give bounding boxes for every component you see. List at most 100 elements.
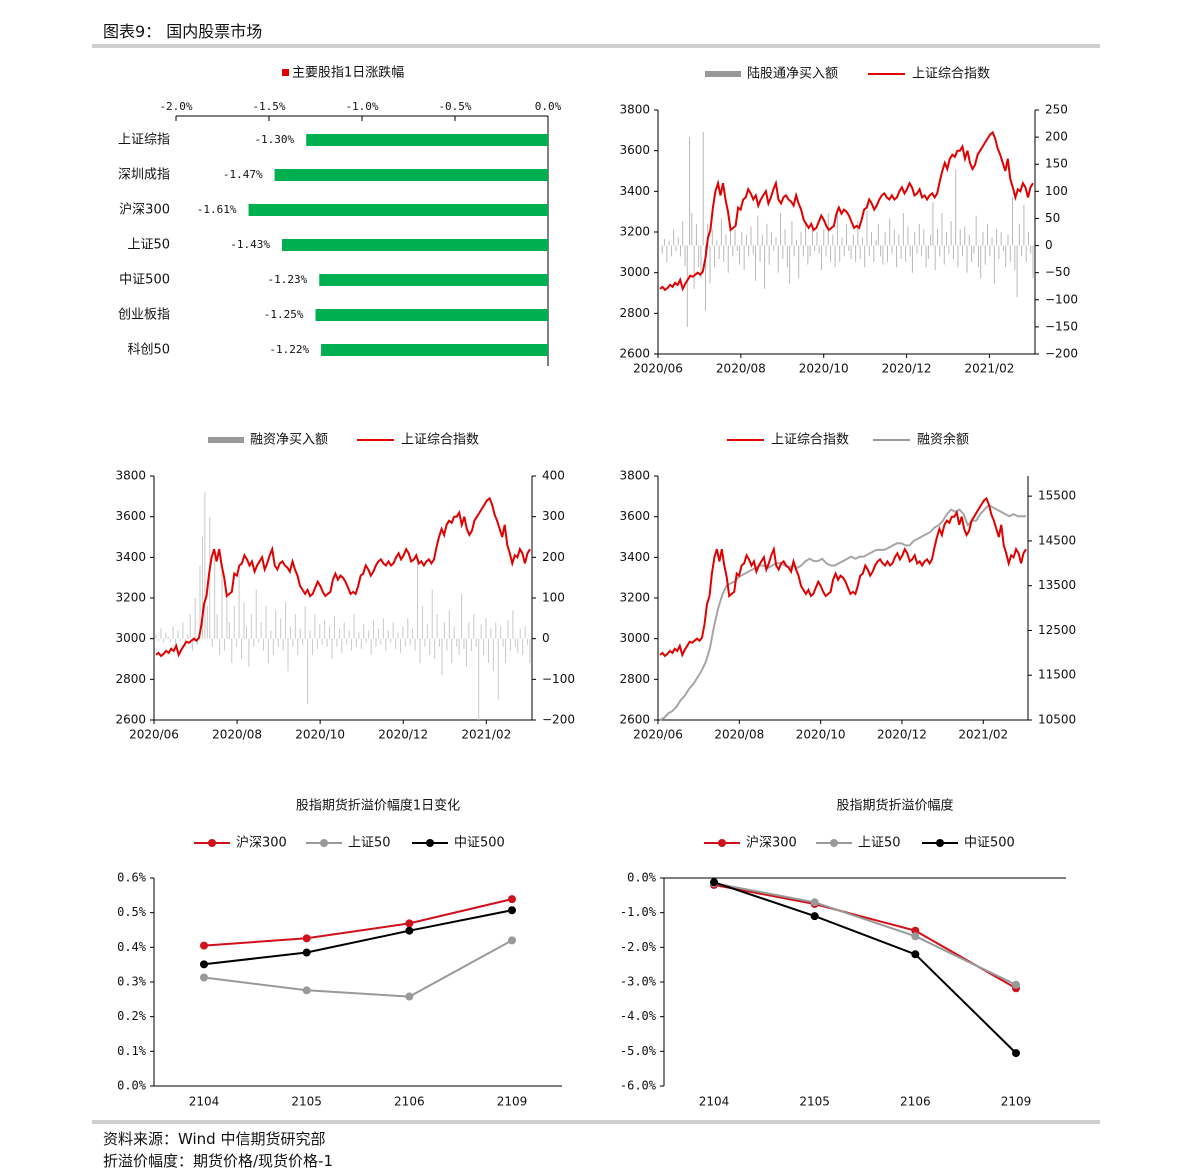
bar <box>274 169 548 181</box>
legend-swatch-daily-change <box>282 69 289 76</box>
legend-label: 沪深300 <box>746 835 797 851</box>
y-tick-label: 0.4% <box>117 940 147 954</box>
y-tick-label: -4.0% <box>620 1009 657 1023</box>
category-label: 上证综指 <box>118 133 170 148</box>
x-tick-label: 2021/02 <box>461 728 511 742</box>
data-point <box>200 960 208 969</box>
left-tick-label: 3400 <box>619 184 650 198</box>
x-tick-label: 2020/08 <box>716 362 766 376</box>
category-label: 沪深300 <box>119 202 170 218</box>
category-label: 上证50 <box>127 238 170 253</box>
left-tick-label: 3000 <box>115 631 146 645</box>
x-tick-label: 2021/02 <box>964 362 1014 376</box>
series-line <box>713 883 1017 990</box>
series-line <box>203 909 513 966</box>
y-tick-label: -3.0% <box>620 975 657 989</box>
legend-marker <box>320 839 328 847</box>
legend-marker <box>718 839 726 847</box>
series-line <box>203 898 513 947</box>
left-tick-label: 3800 <box>115 469 146 483</box>
x-tick-label: 2109 <box>497 1095 528 1109</box>
y-tick-label: -2.0% <box>620 940 657 954</box>
data-point <box>405 926 414 935</box>
data-point <box>1012 1049 1020 1058</box>
left-tick-label: 3800 <box>619 469 650 483</box>
data-point <box>508 936 516 945</box>
x-tick-label: 2020/10 <box>796 728 846 742</box>
right-tick-label: −100 <box>542 672 575 686</box>
left-tick-label: 2600 <box>619 713 650 727</box>
data-point <box>302 948 311 957</box>
right-tick-label: 200 <box>542 550 565 564</box>
left-tick-label: 2600 <box>115 713 146 727</box>
right-tick-label: −200 <box>542 713 575 727</box>
data-point <box>1012 980 1020 989</box>
x-tick-label: -1.5% <box>252 100 285 113</box>
definition-note: 折溢价幅度：期货价格/现货价格-1 <box>103 1152 334 1170</box>
bar-value-label: -1.25% <box>264 308 304 321</box>
legend-label: 上证50 <box>858 836 901 851</box>
bar <box>315 309 548 321</box>
left-tick-label: 3800 <box>619 103 650 117</box>
legend-marker <box>936 839 944 847</box>
legend-sh-index: 上证综合指数 <box>401 433 479 448</box>
bar-value-label: -1.43% <box>230 238 270 251</box>
legend-label: 沪深300 <box>236 835 287 851</box>
legend-daily-change: 主要股指1日涨跌幅 <box>292 65 404 81</box>
series-line <box>203 939 513 998</box>
x-tick-label: 2020/06 <box>129 728 179 742</box>
sh-index-line <box>155 496 531 658</box>
left-tick-label: 3000 <box>619 265 650 279</box>
left-tick-label: 2800 <box>115 672 146 686</box>
right-tick-label: −150 <box>1045 319 1078 333</box>
left-tick-label: 3400 <box>619 550 650 564</box>
x-tick-label: 2106 <box>394 1095 425 1109</box>
right-tick-label: 12500 <box>1038 623 1076 637</box>
x-tick-label: 2109 <box>1001 1095 1032 1109</box>
legend-margin-balance: 融资余额 <box>917 432 969 448</box>
y-tick-label: -1.0% <box>620 905 657 919</box>
data-point <box>911 950 920 959</box>
x-tick-label: 2104 <box>699 1095 730 1109</box>
bar-value-label: -1.23% <box>267 273 307 286</box>
category-label: 中证500 <box>119 273 170 288</box>
x-tick-label: -2.0% <box>159 100 192 113</box>
x-tick-label: 2020/12 <box>378 728 428 742</box>
bar <box>248 204 549 216</box>
figure-title: 图表9： 国内股票市场 <box>103 22 263 41</box>
x-tick-label: 2106 <box>900 1095 931 1109</box>
legend-marker <box>830 839 838 847</box>
left-tick-label: 3200 <box>619 225 650 239</box>
right-tick-label: 0 <box>542 631 550 645</box>
right-tick-label: 13500 <box>1038 578 1076 592</box>
sh-index-line <box>659 496 1027 658</box>
data-point <box>405 919 414 928</box>
legend-northbound: 陆股通净买入额 <box>747 66 838 82</box>
right-tick-label: 50 <box>1045 211 1060 225</box>
right-tick-label: 10500 <box>1038 713 1076 727</box>
right-tick-label: −50 <box>1045 265 1070 279</box>
left-tick-label: 3200 <box>619 591 650 605</box>
data-point <box>302 986 311 995</box>
category-label: 创业板指 <box>118 308 170 323</box>
bar <box>321 344 548 356</box>
y-tick-label: 0.0% <box>117 1079 147 1093</box>
x-tick-label: 2020/12 <box>882 362 932 376</box>
y-tick-label: -5.0% <box>620 1044 657 1058</box>
x-tick-label: 2020/12 <box>877 728 927 742</box>
y-tick-label: 0.0% <box>627 871 657 885</box>
category-label: 科创50 <box>127 343 170 358</box>
bottom-divider <box>92 1120 1100 1124</box>
legend-marker <box>426 839 434 847</box>
right-tick-label: 150 <box>1045 157 1068 171</box>
legend-sh-index: 上证综合指数 <box>771 433 849 448</box>
data-point <box>200 941 208 950</box>
y-tick-label: 0.5% <box>117 905 147 919</box>
right-tick-label: 0 <box>1045 238 1053 252</box>
bar-value-label: -1.22% <box>269 343 309 356</box>
legend-swatch-margin-net <box>208 437 244 443</box>
data-point <box>911 932 920 941</box>
x-tick-label: 2020/06 <box>633 728 683 742</box>
bar <box>282 239 548 251</box>
right-tick-label: 100 <box>542 591 565 605</box>
